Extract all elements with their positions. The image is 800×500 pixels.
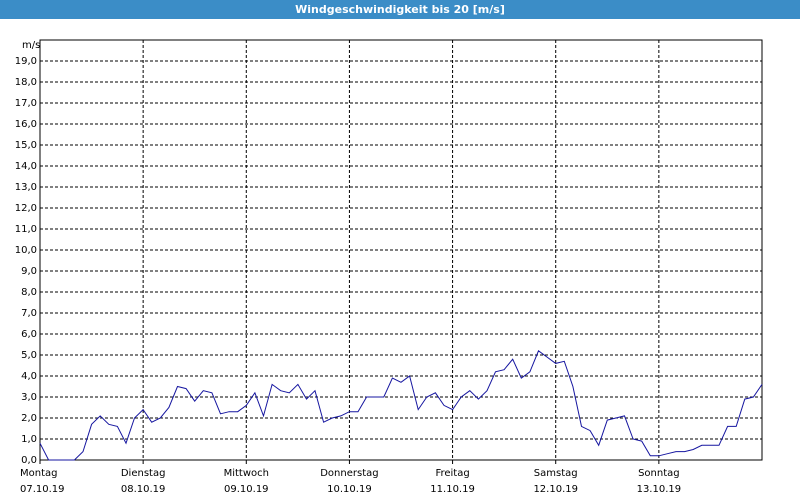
x-tick-label: Freitag (435, 468, 469, 479)
y-tick-label: 0,0 (21, 455, 37, 466)
y-tick-label: 13,0 (15, 182, 37, 193)
y-tick-label: 19,0 (15, 56, 37, 67)
x-tick-date: 07.10.19 (20, 484, 65, 495)
y-tick-label: 7,0 (21, 308, 37, 319)
title-bar: Windgeschwindigkeit bis 20 [m/s] (0, 0, 800, 19)
x-tick-date: 11.10.19 (430, 484, 475, 495)
x-tick-label: Dienstag (121, 468, 166, 479)
y-tick-label: 4,0 (21, 371, 37, 382)
y-tick-label: 16,0 (15, 119, 37, 130)
y-tick-label: 14,0 (15, 161, 37, 172)
x-tick-label: Donnerstag (320, 468, 378, 479)
y-tick-label: 1,0 (21, 434, 37, 445)
x-tick-date: 08.10.19 (121, 484, 166, 495)
x-tick-date: 12.10.19 (533, 484, 578, 495)
y-tick-label: 17,0 (15, 98, 37, 109)
x-tick-date: 10.10.19 (327, 484, 372, 495)
x-tick-label: Montag (20, 468, 57, 479)
y-tick-label: 2,0 (21, 413, 37, 424)
x-tick-label: Sonntag (638, 468, 680, 479)
x-tick-date: 09.10.19 (224, 484, 269, 495)
data-line (39, 350, 763, 461)
y-tick-label: 3,0 (21, 392, 37, 403)
y-tick-label: 12,0 (15, 203, 37, 214)
y-tick-label: 15,0 (15, 140, 37, 151)
y-tick-label: 8,0 (21, 287, 37, 298)
y-unit: m/s (22, 40, 40, 51)
y-tick-label: 10,0 (15, 245, 37, 256)
y-tick-label: 5,0 (21, 350, 37, 361)
chart: m/s 0,0 1,0 2,0 3,0 4,0 5,0 6,0 7,0 8,0 9,0 10,0 11… (15, 39, 763, 495)
y-tick-label: 18,0 (15, 77, 37, 88)
x-tick-label: Mittwoch (224, 468, 269, 479)
x-tick-date: 13.10.19 (637, 484, 682, 495)
x-tick-label: Samstag (534, 468, 578, 479)
y-tick-label: 9,0 (21, 266, 37, 277)
y-tick-label: 6,0 (21, 329, 37, 340)
y-tick-label: 11,0 (15, 224, 37, 235)
